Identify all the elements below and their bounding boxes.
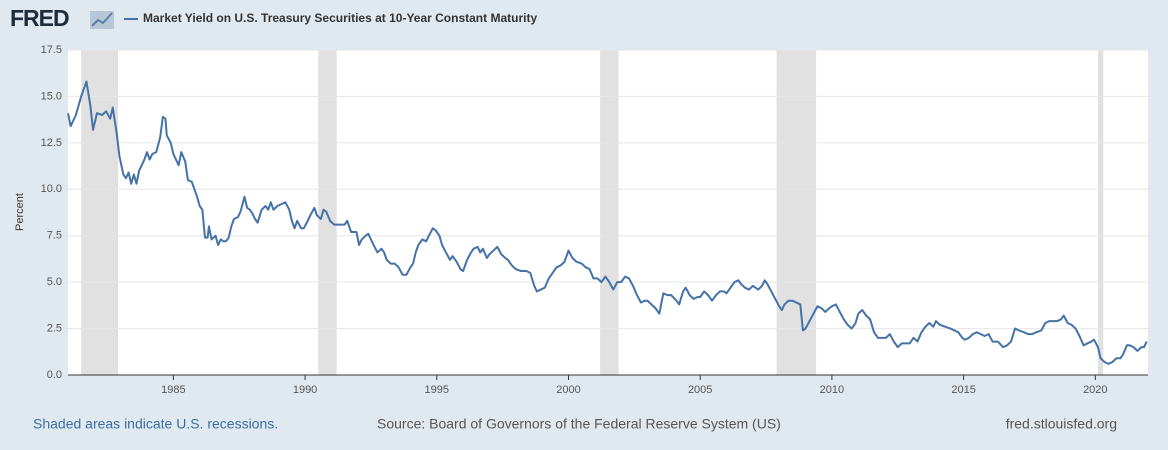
- recession-note[interactable]: Shaded areas indicate U.S. recessions.: [33, 416, 278, 432]
- y-tick-label: 10.0: [41, 183, 62, 195]
- logo[interactable]: FRED: [10, 5, 70, 31]
- logo-icon: [90, 11, 114, 29]
- y-axis-title: Percent: [14, 193, 26, 231]
- plot-layer: 0.0 2.5 5.0 7.5 10.0 12.5 15.0 17.5 1985 1990 1995…: [41, 44, 1148, 396]
- site-link[interactable]: fred.stlouisfed.org: [1006, 416, 1117, 432]
- x-tick-label: 1985: [161, 384, 185, 396]
- legend-label[interactable]: Market Yield on U.S. Treasury Securities…: [143, 11, 537, 25]
- series-line: [67, 80, 1148, 365]
- y-tick-label: 5.0: [47, 276, 62, 288]
- x-tick-label: 1995: [425, 384, 449, 396]
- y-tick-label: 7.5: [47, 230, 62, 242]
- y-tick-label: 15.0: [41, 90, 62, 102]
- x-tick-label: 2000: [556, 384, 580, 396]
- x-tick-label: 2015: [951, 384, 975, 396]
- recession-band: [600, 50, 619, 375]
- y-tick-label: 2.5: [47, 322, 62, 334]
- source: Source: Board of Governors of the Federa…: [377, 416, 781, 432]
- y-tick-label: 0.0: [47, 369, 62, 381]
- y-tick-label: 17.5: [41, 44, 62, 56]
- x-tick-label: 2020: [1083, 384, 1107, 396]
- y-tick-label: 12.5: [41, 137, 62, 149]
- recession-band: [81, 50, 119, 375]
- x-tick-label: 2005: [688, 384, 712, 396]
- recession-band: [776, 50, 817, 375]
- recession-band: [1097, 50, 1104, 375]
- x-tick-label: 2010: [820, 384, 844, 396]
- x-tick-label: 1990: [293, 384, 317, 396]
